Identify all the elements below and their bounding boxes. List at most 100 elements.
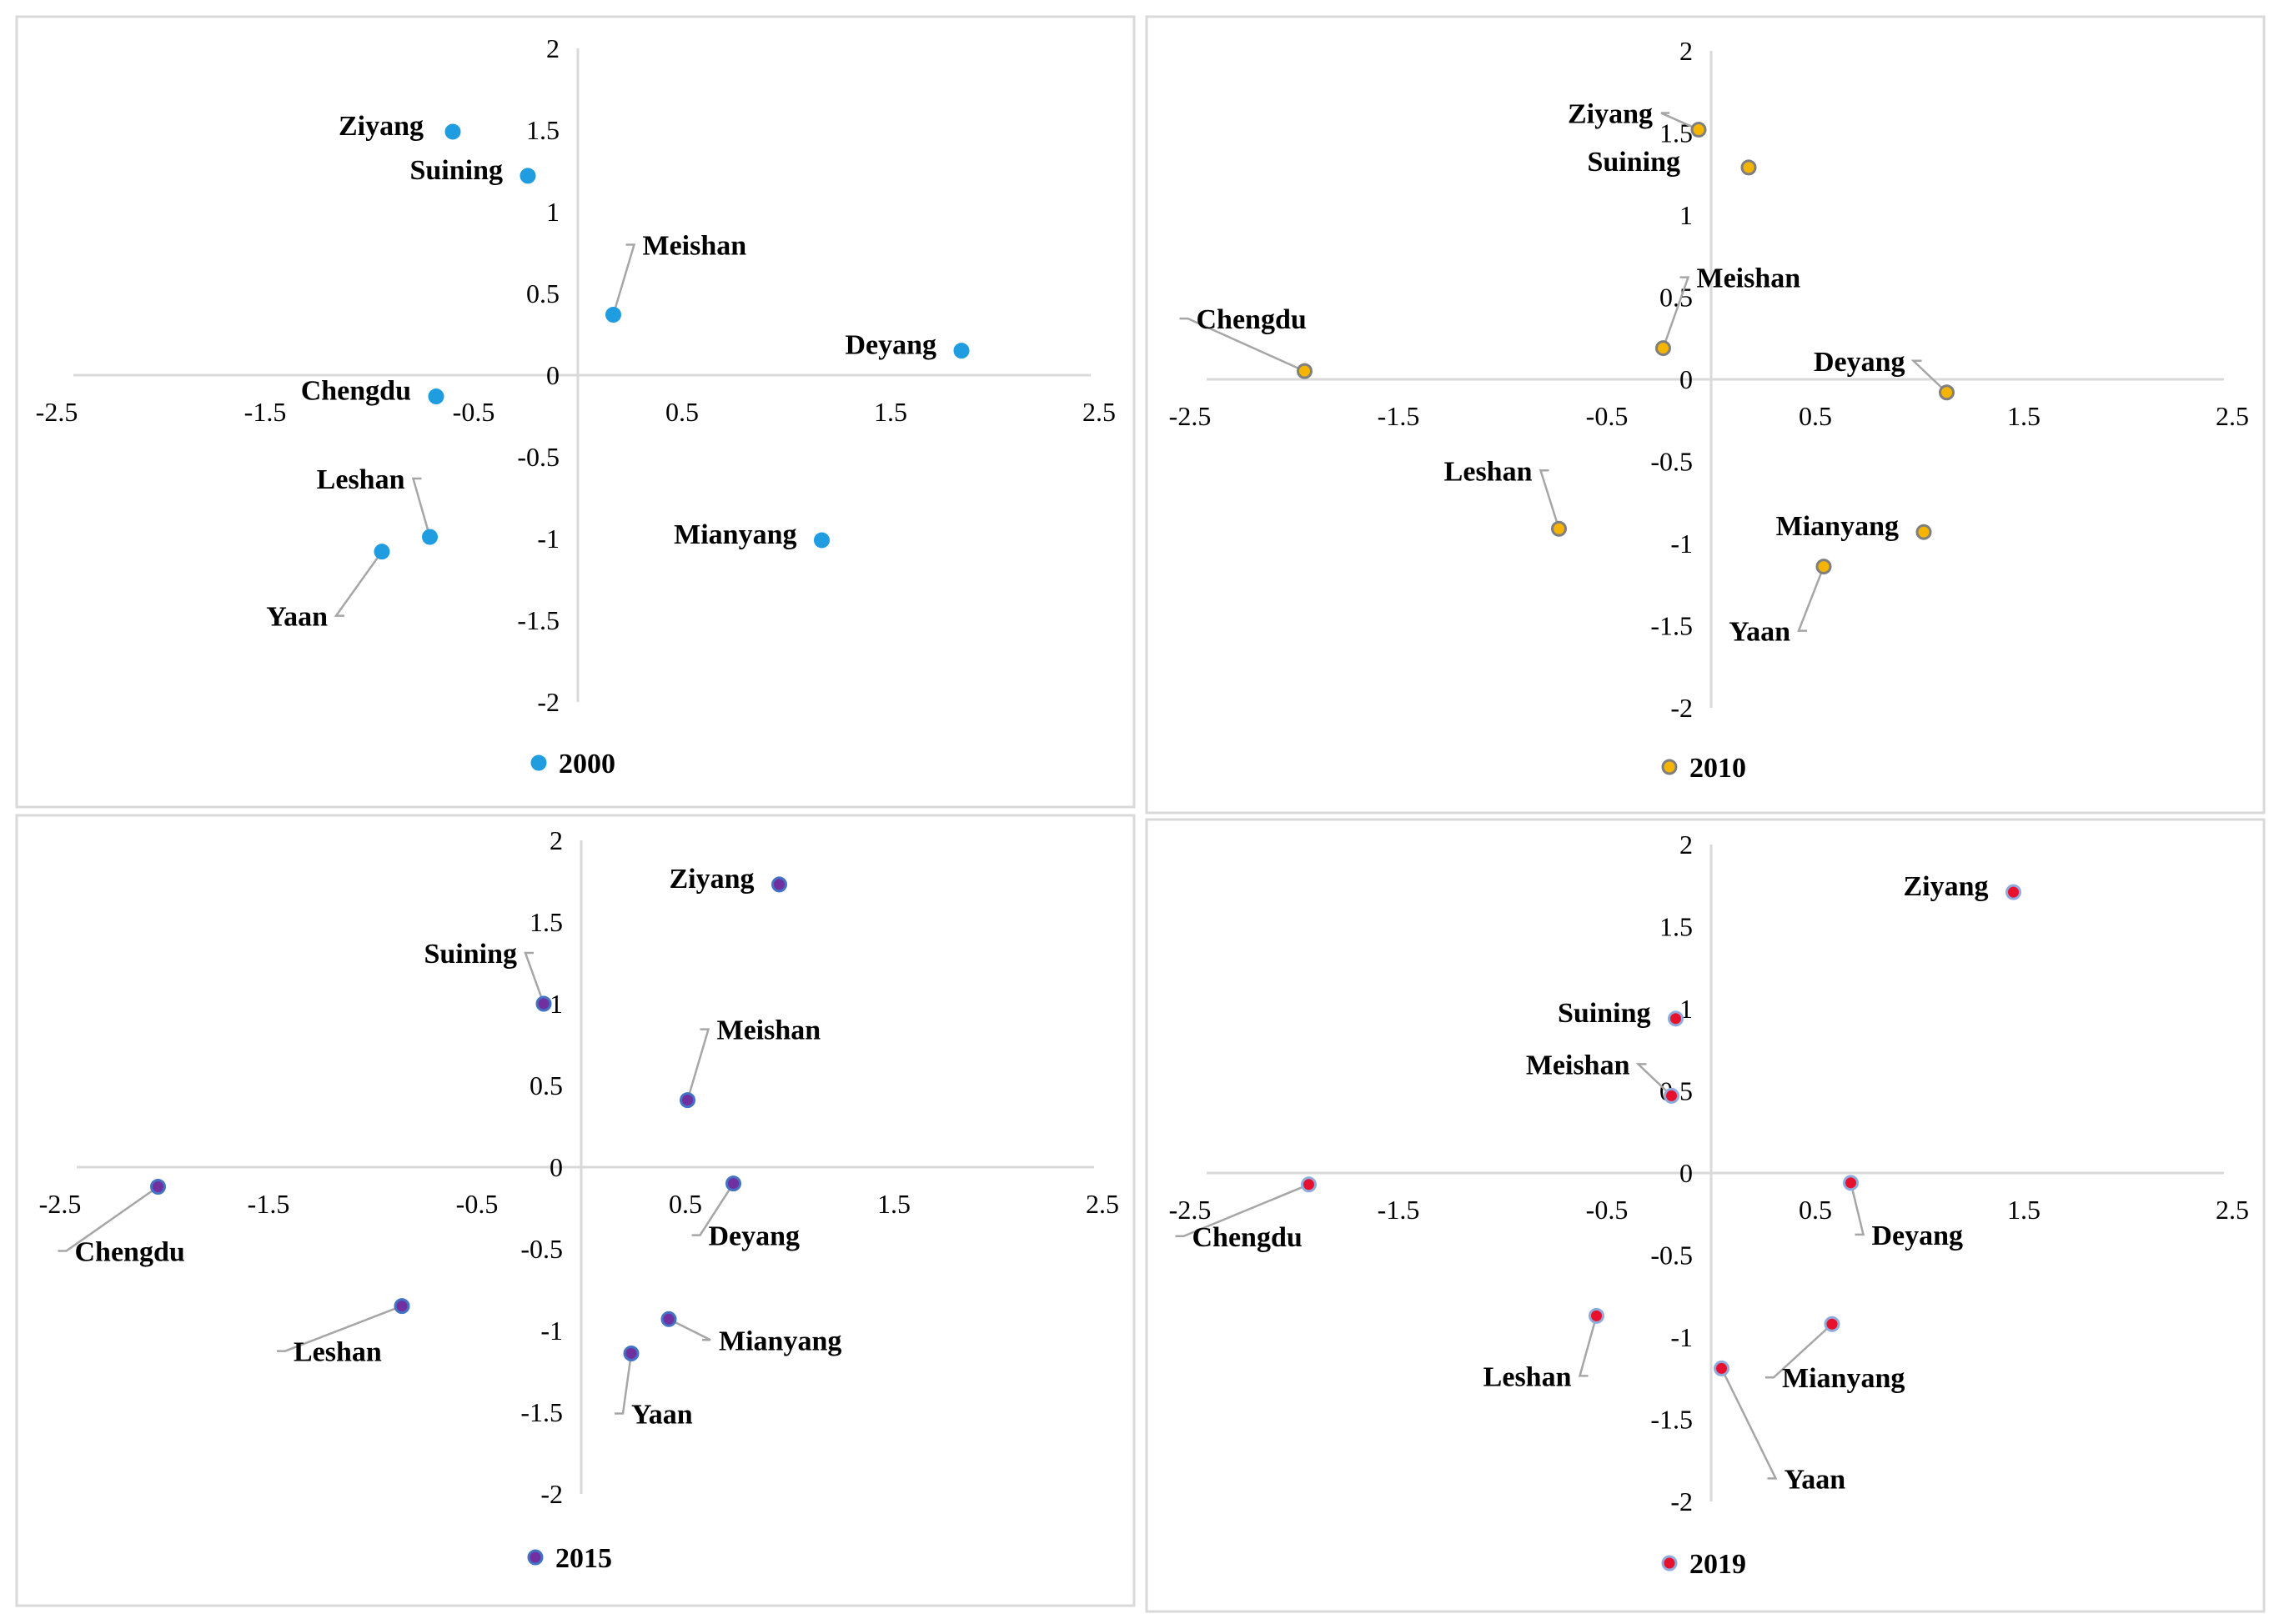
y-tick-label: -1.5 xyxy=(517,605,560,635)
y-tick-label: -1.5 xyxy=(1650,1405,1693,1435)
point-label-leshan: Leshan xyxy=(1444,456,1533,487)
point-label-suining: Suining xyxy=(1587,147,1680,178)
point-label-chengdu: Chengdu xyxy=(301,375,411,406)
label-leader-line xyxy=(686,1028,710,1100)
legend-marker xyxy=(527,1549,544,1566)
data-point-ziyang xyxy=(444,123,461,140)
data-point-ziyang xyxy=(1690,122,1707,138)
scatter-panel-2019: -2.5-1.5-0.50.51.52.521.510.50-0.5-1-1.5… xyxy=(1145,818,2266,1613)
x-tick-label: -1.5 xyxy=(1378,1195,1420,1225)
y-tick-label: -1 xyxy=(1670,529,1693,559)
data-point-meishan xyxy=(680,1092,695,1109)
point-label-mianyang: Mianyang xyxy=(674,519,796,550)
y-tick-label: -2 xyxy=(540,1479,563,1509)
label-leader-line xyxy=(411,477,431,538)
data-point-deyang xyxy=(1939,384,1955,401)
label-leader-line xyxy=(691,1182,735,1236)
x-tick-label: -2.5 xyxy=(36,397,78,427)
label-leader-line xyxy=(1850,1182,1865,1236)
y-tick-label: -2 xyxy=(1670,693,1693,723)
y-tick-label: -0.5 xyxy=(1650,1241,1693,1271)
point-label-leshan: Leshan xyxy=(1483,1361,1572,1392)
label-leader-line xyxy=(1175,1183,1309,1238)
point-label-mianyang: Mianyang xyxy=(1782,1363,1905,1394)
x-tick-label: 2.5 xyxy=(2216,401,2249,431)
point-label-suining: Suining xyxy=(1558,998,1651,1029)
x-tick-label: 2.5 xyxy=(1082,397,1116,427)
x-tick-label: -2.5 xyxy=(39,1189,82,1219)
label-leader-line xyxy=(1910,359,1948,393)
point-label-deyang: Deyang xyxy=(1814,347,1905,378)
panel-border xyxy=(1145,818,2266,1613)
x-tick-label: -1.5 xyxy=(1378,401,1420,431)
point-label-ziyang: Ziyang xyxy=(1903,871,1988,902)
y-tick-label: -0.5 xyxy=(1650,447,1693,477)
data-point-chengdu xyxy=(428,388,444,404)
x-tick-label: 2.5 xyxy=(1086,1189,1119,1219)
label-leader-line xyxy=(1635,1063,1673,1097)
y-tick-label: -0.5 xyxy=(520,1234,563,1264)
y-tick-label: -2 xyxy=(1670,1486,1693,1516)
data-point-ziyang xyxy=(2005,884,2021,900)
y-tick-label: 0.5 xyxy=(1659,283,1693,313)
y-tick-label: 2 xyxy=(1679,830,1693,860)
label-leader-line xyxy=(1660,112,1699,131)
label-leader-line xyxy=(668,1318,711,1341)
point-label-yaan: Yaan xyxy=(1729,617,1790,648)
data-point-yaan xyxy=(1815,559,1832,575)
panel-border xyxy=(15,15,1136,809)
scatter-panel-2015: -2.5 -1.5 -0.5 0.5 1.5 2.5 2 1.5 1 0.5 0 -0.5 -1 -1.5… xyxy=(15,814,1136,1607)
point-label-chengdu: Chengdu xyxy=(75,1237,185,1268)
data-point-yaan xyxy=(623,1345,640,1361)
legend-label: 2015 xyxy=(555,1543,612,1574)
point-label-ziyang: Ziyang xyxy=(339,111,424,142)
y-tick-label: 0 xyxy=(550,1152,563,1182)
point-label-deyang: Deyang xyxy=(1872,1221,1964,1251)
label-leader-line xyxy=(277,1305,403,1352)
label-leader-line xyxy=(524,951,545,1005)
panel-border xyxy=(15,814,1136,1607)
y-tick-label: 1.5 xyxy=(526,115,560,145)
y-tick-label: 0.5 xyxy=(526,278,560,308)
x-tick-label: -0.5 xyxy=(453,397,495,427)
point-label-yaan: Yaan xyxy=(1785,1464,1846,1495)
y-tick-label: 1.5 xyxy=(1659,912,1693,942)
data-point-suining xyxy=(1668,1010,1684,1027)
scatter-panel-2010: -2.5 -1.5 -0.5 0.5 1.5 2.5 2 1.5 1 0.5 0 -0.5 -1 -1.5… xyxy=(1145,15,2266,815)
x-tick-label: 1.5 xyxy=(2007,1195,2041,1225)
data-point-mianyang xyxy=(1915,524,1932,540)
label-leader-line xyxy=(1797,566,1825,632)
point-label-chengdu: Chengdu xyxy=(1197,304,1307,335)
y-tick-label: -1.5 xyxy=(520,1397,563,1427)
y-tick-label: 0 xyxy=(1679,1158,1693,1188)
label-leader-line xyxy=(612,243,636,315)
y-tick-label: 0 xyxy=(546,360,560,390)
data-point-mianyang xyxy=(660,1311,677,1327)
y-tick-label: 2 xyxy=(546,33,560,63)
scatter-panel-2000: -2.5 -1.5 -0.5 0.5 1.5 2.5 2 1.5 1 0.5 0 -0.5 -1 -1.5… xyxy=(15,15,1136,809)
data-point-suining xyxy=(535,995,552,1012)
point-label-deyang: Deyang xyxy=(709,1221,801,1252)
data-point-deyang xyxy=(725,1175,741,1192)
legend-label: 2010 xyxy=(1689,753,1746,784)
data-point-meishan xyxy=(1655,340,1671,357)
x-tick-label: -0.5 xyxy=(1586,401,1629,431)
point-label-ziyang: Ziyang xyxy=(1568,99,1653,130)
x-tick-label: 2.5 xyxy=(2216,1195,2249,1225)
point-label-chengdu: Chengdu xyxy=(1192,1222,1303,1253)
legend-label: 2000 xyxy=(559,749,615,779)
y-tick-label: 1 xyxy=(546,197,560,227)
x-tick-label: 0.5 xyxy=(1799,1195,1832,1225)
data-point-suining xyxy=(1740,159,1757,176)
legend-marker xyxy=(530,754,547,771)
point-label-suining: Suining xyxy=(424,939,517,970)
label-leader-line xyxy=(1539,469,1560,529)
point-label-leshan: Leshan xyxy=(294,1337,382,1368)
y-tick-label: -1 xyxy=(1670,1322,1693,1352)
point-label-ziyang: Ziyang xyxy=(669,864,754,895)
y-tick-label: 0.5 xyxy=(530,1070,563,1100)
x-tick-label: -2.5 xyxy=(1169,1195,1212,1225)
label-leader-line xyxy=(1765,1323,1833,1379)
label-leader-line xyxy=(58,1185,159,1252)
x-tick-label: 1.5 xyxy=(2007,401,2041,431)
